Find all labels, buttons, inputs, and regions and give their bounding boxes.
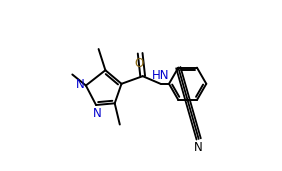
Text: N: N (76, 78, 85, 91)
Text: HN: HN (151, 69, 169, 82)
Text: O: O (135, 57, 144, 70)
Text: N: N (194, 141, 203, 154)
Text: N: N (92, 107, 101, 120)
